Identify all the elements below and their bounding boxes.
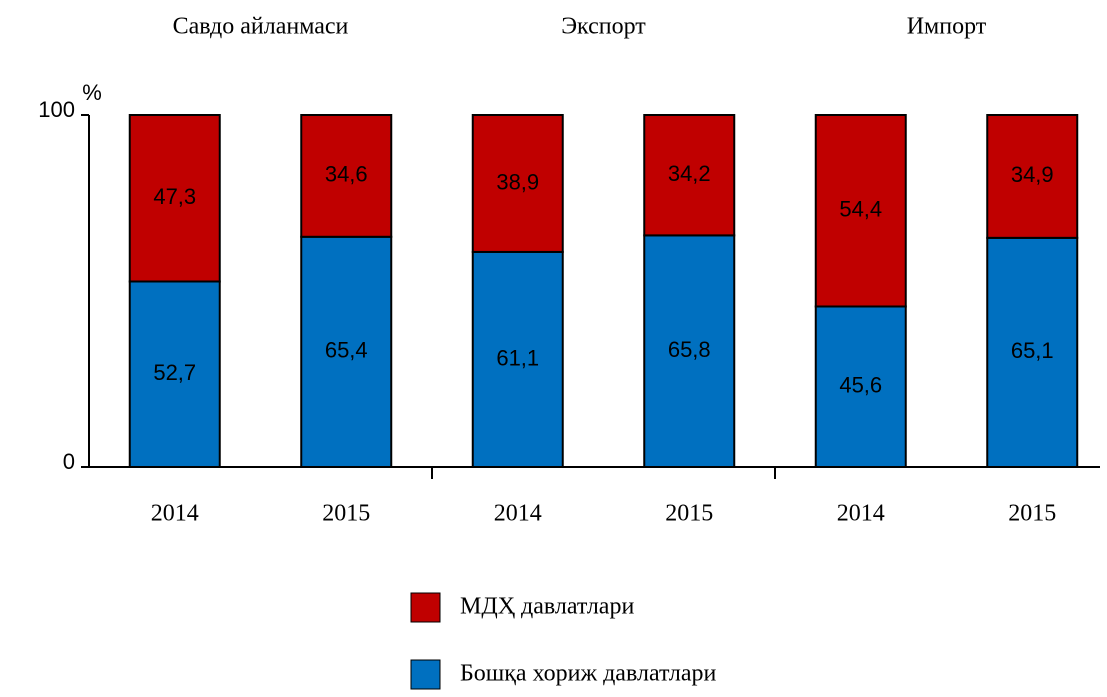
group-label: Савдо айланмаси (173, 14, 349, 40)
data-label: 34,6 (325, 162, 368, 187)
data-label: 34,2 (668, 161, 711, 186)
y-tick-label: 0 (63, 449, 75, 474)
legend-label: Бошқа хориж давлатлари (460, 661, 716, 687)
bar-segment (986, 114, 1079, 239)
y-tick-label: 100 (38, 97, 75, 122)
data-label: 38,9 (496, 169, 539, 194)
bar-segment (643, 234, 736, 468)
bar-segment (986, 236, 1079, 468)
x-tick-label: 2015 (322, 501, 370, 527)
data-label: 61,1 (496, 345, 539, 370)
bar-segment (300, 114, 393, 238)
x-tick-label: 2014 (837, 501, 885, 527)
data-label: 65,8 (668, 337, 711, 362)
legend-swatch (410, 659, 441, 690)
data-label: 45,6 (839, 373, 882, 398)
bar-segment (471, 250, 564, 468)
data-label: 54,4 (839, 197, 882, 222)
bar-segment (814, 114, 907, 308)
legend-label: МДҲ давлатлари (460, 594, 634, 620)
data-label: 65,4 (325, 338, 368, 363)
y-axis-label: % (82, 80, 102, 105)
group-label: Экспорт (561, 14, 646, 40)
data-label: 52,7 (153, 360, 196, 385)
bar-segment (643, 114, 736, 237)
data-label: 65,1 (1011, 338, 1054, 363)
data-label: 47,3 (153, 184, 196, 209)
bar-segment (814, 305, 907, 468)
data-label: 34,9 (1011, 162, 1054, 187)
bar-segment (128, 114, 221, 283)
x-tick-label: 2015 (665, 501, 713, 527)
x-tick-label: 2015 (1008, 501, 1056, 527)
x-tick-label: 2014 (151, 501, 199, 527)
group-label: Импорт (907, 14, 987, 40)
x-tick-label: 2014 (494, 501, 542, 527)
bar-segment (300, 235, 393, 468)
legend-swatch (410, 592, 441, 623)
bar-segment (471, 114, 564, 253)
bar-segment (128, 280, 221, 468)
